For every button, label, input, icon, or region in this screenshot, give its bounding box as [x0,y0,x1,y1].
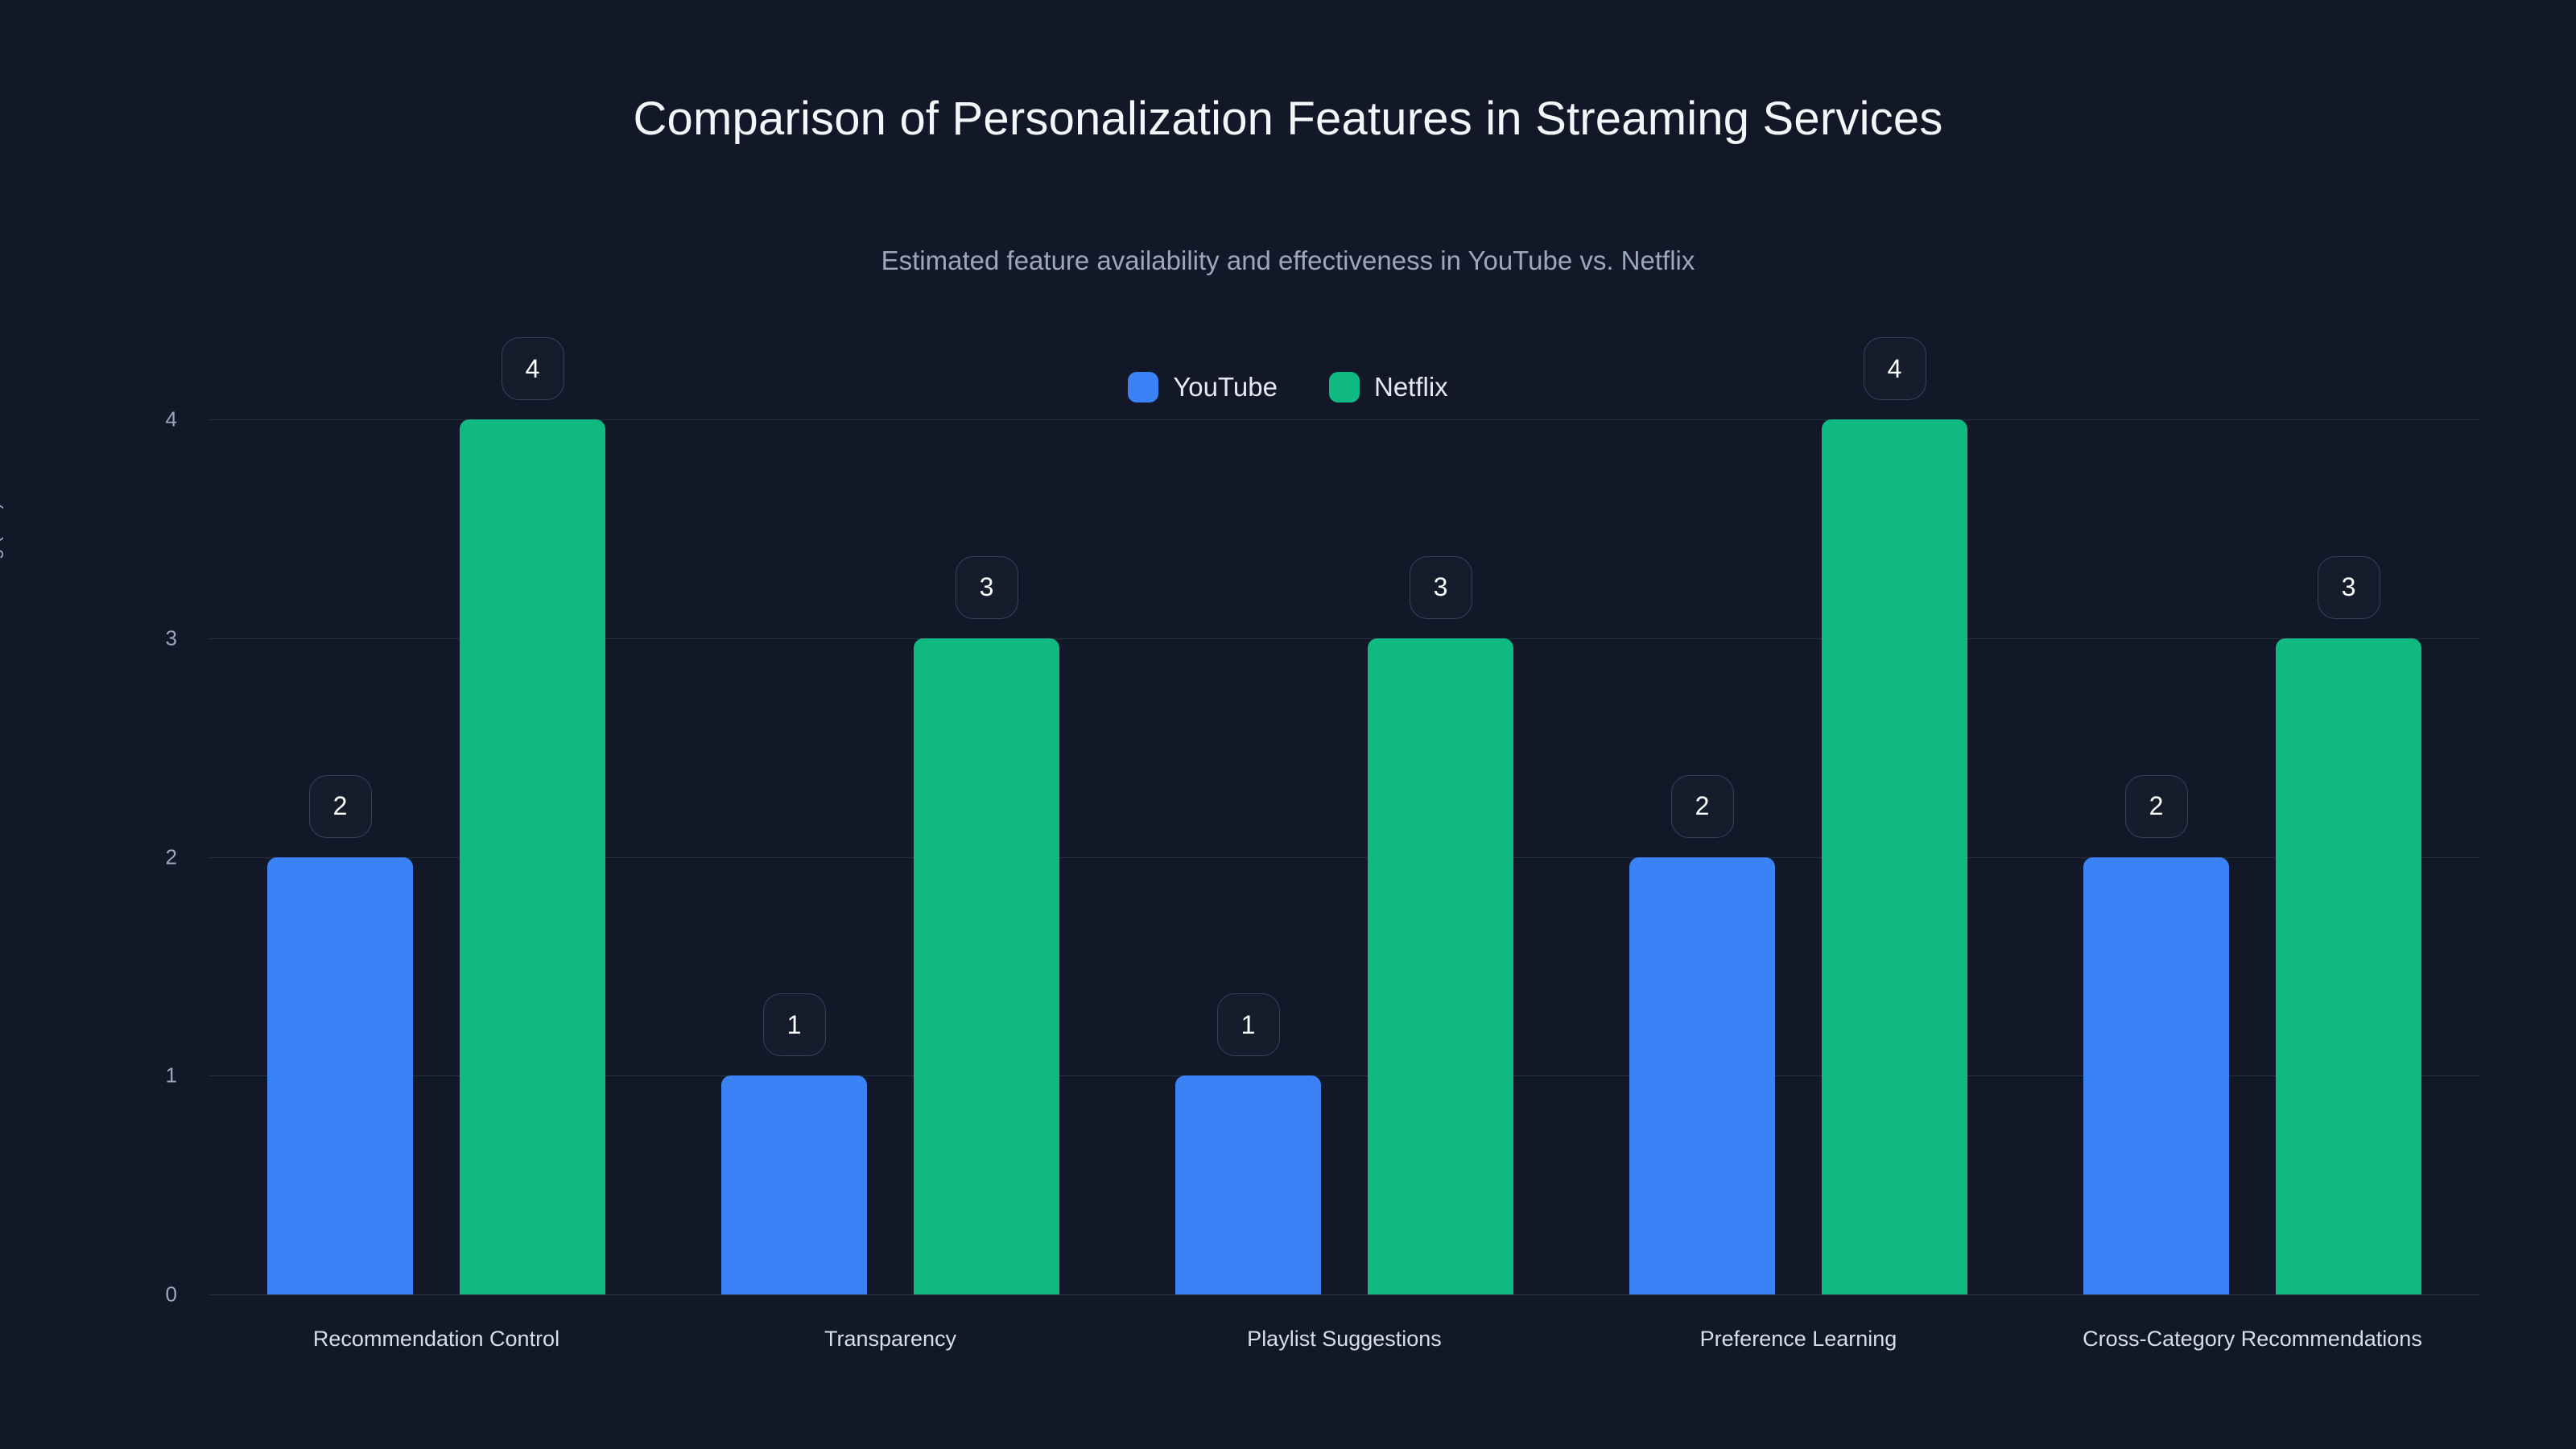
y-axis-tick-label: 4 [165,407,177,431]
bar-youtube-4[interactable] [2083,857,2229,1294]
x-axis-tick-label: Playlist Suggestions [1247,1327,1442,1351]
bar-value-label: 4 [1863,337,1926,400]
legend-item-netflix[interactable]: Netflix [1329,372,1448,402]
bar-netflix-1[interactable] [914,638,1059,1294]
legend-item-label: YouTube [1173,372,1278,402]
bar-value-label: 3 [1409,555,1472,619]
plot-area [209,419,2479,1295]
legend-item-youtube[interactable]: YouTube [1128,372,1278,402]
bar-value-label: 2 [1670,774,1734,838]
bar-value-label: 1 [762,993,826,1057]
page-title: Comparison of Personalization Features i… [633,93,1943,145]
bar-youtube-3[interactable] [1629,857,1775,1294]
y-axis-tick-label: 0 [165,1282,177,1307]
bar-value-label: 2 [308,774,372,838]
y-axis-tick-label: 1 [165,1063,177,1088]
bar-value-label: 4 [501,337,564,400]
x-axis-tick-label: Recommendation Control [312,1327,560,1351]
legend-item-label: Netflix [1374,372,1448,402]
legend-swatch-icon [1329,372,1360,402]
bar-youtube-2[interactable] [1175,1075,1321,1294]
bar-value-label: 1 [1216,993,1280,1057]
bar-netflix-3[interactable] [1822,419,1967,1294]
gridline-2 [209,857,2479,858]
bar-value-label: 3 [955,555,1018,619]
x-axis-tick-label: Transparency [824,1327,957,1351]
y-axis-tick-label: 2 [165,844,177,869]
gridline-0 [209,1294,2479,1295]
gridline-4 [209,419,2479,420]
chart-legend: YouTube Netflix [0,372,2576,402]
x-axis-tick-label: Preference Learning [1699,1327,1897,1351]
bar-netflix-4[interactable] [2276,638,2421,1294]
bar-youtube-0[interactable] [267,857,413,1294]
x-axis-tick-label: Cross-Category Recommendations [2083,1327,2422,1351]
gridline-1 [209,1075,2479,1077]
y-axis-title: Effectiveness Rating (1-5) [0,502,4,724]
bar-netflix-2[interactable] [1368,638,1513,1294]
bar-value-label: 2 [2124,774,2188,838]
y-axis-tick-label: 3 [165,625,177,650]
bar-netflix-0[interactable] [460,419,605,1294]
bar-value-label: 3 [2317,555,2380,619]
chart-subtitle: Estimated feature availability and effec… [881,246,1695,275]
gridline-3 [209,638,2479,639]
bar-youtube-1[interactable] [721,1075,867,1294]
legend-swatch-icon [1128,372,1159,402]
